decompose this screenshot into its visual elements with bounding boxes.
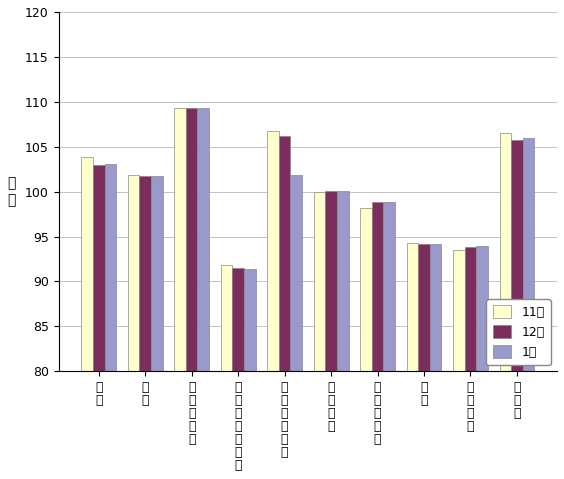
Bar xyxy=(93,165,104,479)
Y-axis label: 指
数: 指 数 xyxy=(7,177,15,207)
Bar xyxy=(197,108,209,479)
Bar xyxy=(337,191,349,479)
Bar xyxy=(128,175,139,479)
Bar xyxy=(290,174,302,479)
Bar xyxy=(244,269,255,479)
Bar xyxy=(104,164,116,479)
Bar xyxy=(465,247,477,479)
Bar xyxy=(232,268,244,479)
Bar xyxy=(81,158,93,479)
Bar xyxy=(325,191,337,479)
Bar xyxy=(384,202,395,479)
Bar xyxy=(418,244,430,479)
Bar xyxy=(221,265,232,479)
Bar xyxy=(151,176,162,479)
Bar xyxy=(407,243,418,479)
Bar xyxy=(360,208,372,479)
Bar xyxy=(430,244,442,479)
Bar xyxy=(453,250,465,479)
Bar xyxy=(523,138,535,479)
Bar xyxy=(477,247,488,479)
Bar xyxy=(267,131,279,479)
Legend: 11月, 12月, 1月: 11月, 12月, 1月 xyxy=(486,299,551,365)
Bar xyxy=(372,203,384,479)
Bar xyxy=(279,136,290,479)
Bar xyxy=(139,176,151,479)
Bar xyxy=(186,108,197,479)
Bar xyxy=(500,133,511,479)
Bar xyxy=(174,108,186,479)
Bar xyxy=(314,192,325,479)
Bar xyxy=(511,139,523,479)
